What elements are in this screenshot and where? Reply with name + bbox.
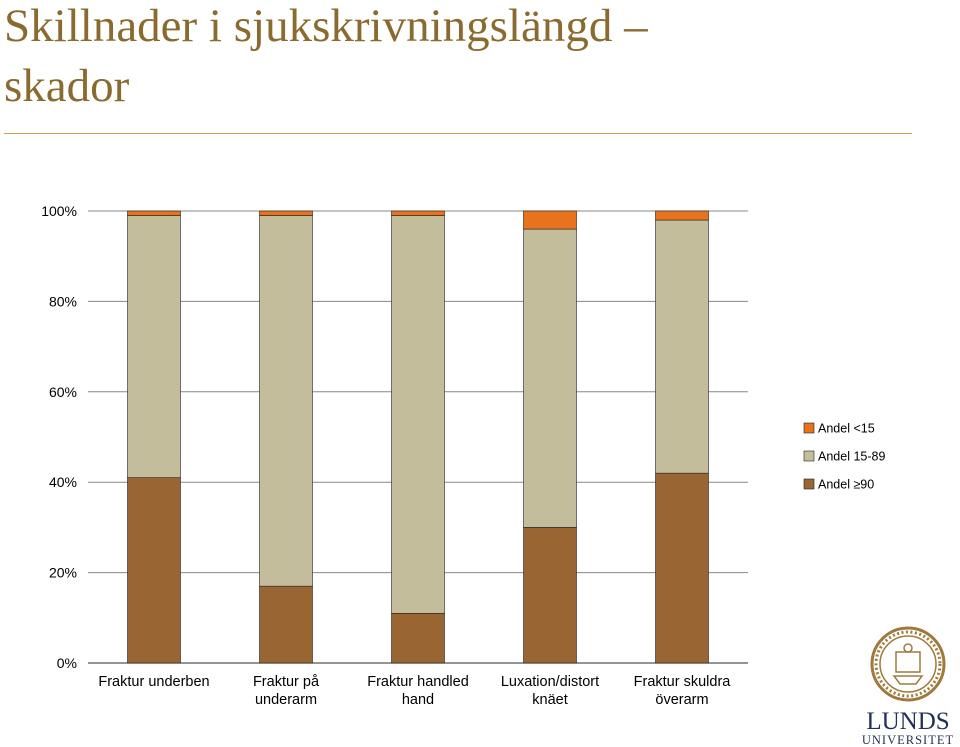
x-tick-label: underarm xyxy=(255,692,317,708)
bar-segment xyxy=(127,215,181,478)
bar-segment xyxy=(259,210,313,216)
y-tick-label: 60% xyxy=(49,384,77,400)
bar-segment xyxy=(391,210,445,216)
title-line-2: skador xyxy=(4,60,130,112)
bar-segment xyxy=(259,585,313,664)
bars xyxy=(127,210,709,664)
y-tick-label: 100% xyxy=(41,203,77,219)
bar-segment xyxy=(391,215,445,614)
y-tick-label: 0% xyxy=(57,655,77,671)
legend: Andel <15 Andel 15-89 Andel ≥90 xyxy=(803,422,885,492)
x-tick-label: Luxation/distort xyxy=(501,674,599,690)
logo-name-line-2: UNIVERSITET xyxy=(862,733,954,746)
bar-segment xyxy=(259,215,313,587)
x-tick-label: knäet xyxy=(532,692,567,708)
y-tick-label: 40% xyxy=(49,474,77,490)
x-tick-label: Fraktur på xyxy=(253,674,320,690)
x-tick-label: Fraktur handled xyxy=(367,674,469,690)
y-tick-label: 80% xyxy=(49,293,77,309)
bar-segment xyxy=(523,527,577,664)
university-seal-icon xyxy=(870,626,946,702)
bar-segment xyxy=(523,210,577,230)
x-axis-categories: Fraktur underben Fraktur på underarm Fraktu… xyxy=(98,674,731,708)
bar-segment xyxy=(391,612,445,664)
bar-segment xyxy=(655,219,709,474)
logo-name-line-1: LUNDS xyxy=(866,708,949,735)
legend-swatch xyxy=(803,450,815,462)
bar-segment xyxy=(655,472,709,664)
bar-segment xyxy=(523,228,577,528)
legend-label: Andel <15 xyxy=(818,422,875,436)
bar-segment xyxy=(127,210,181,216)
bar-segment xyxy=(127,477,181,664)
y-axis-ticks: 0% 20% 40% 60% 80% 100% xyxy=(41,203,77,671)
legend-swatch xyxy=(803,478,815,490)
title-divider xyxy=(4,133,912,134)
x-tick-label: Fraktur skuldra xyxy=(634,674,732,690)
x-tick-label: överarm xyxy=(655,692,708,708)
x-tick-label: Fraktur underben xyxy=(98,674,209,690)
lund-university-logo: LUNDS UNIVERSITET xyxy=(862,626,954,746)
page-title: Skillnader i sjukskrivningslängd – skado… xyxy=(4,0,944,116)
legend-swatch xyxy=(803,422,815,434)
legend-label: Andel 15-89 xyxy=(818,450,885,464)
legend-label: Andel ≥90 xyxy=(818,478,874,492)
y-tick-label: 20% xyxy=(49,565,77,581)
title-line-1: Skillnader i sjukskrivningslängd – xyxy=(4,0,648,52)
bar-segment xyxy=(655,210,709,221)
x-tick-label: hand xyxy=(402,692,434,708)
